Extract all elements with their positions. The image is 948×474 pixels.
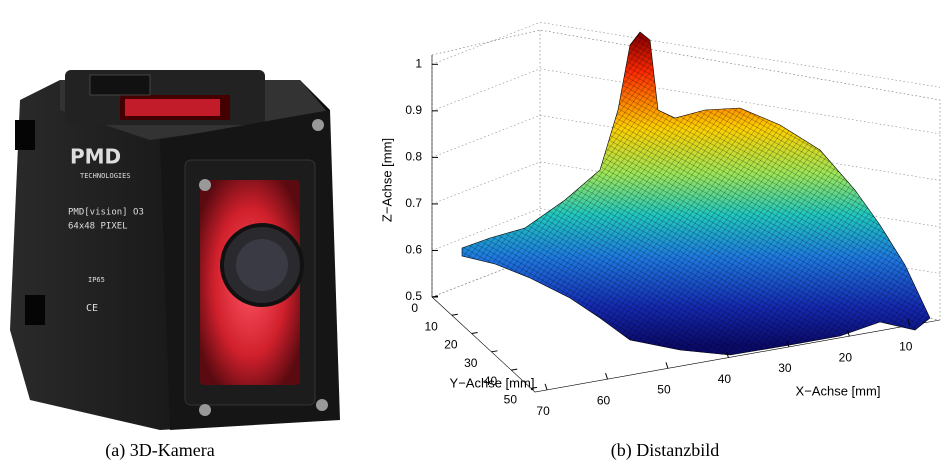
x-tick: [786, 340, 790, 348]
z-tick-label: 0.8: [405, 150, 422, 164]
y-tick-label: 0: [411, 301, 418, 315]
caption: (a) 3D-Kamera: [105, 440, 214, 461]
y-tick-label: 50: [504, 393, 518, 407]
camera-label: CE: [86, 303, 98, 314]
x-tick: [846, 329, 850, 337]
z-tick-label: 0.6: [405, 243, 422, 257]
z-tick-label: 0.7: [405, 196, 422, 210]
x-tick: [665, 362, 669, 369]
x-tick: [907, 319, 911, 326]
y-axis-label: Y−Achse [mm]: [450, 375, 535, 390]
camera-label: 64x48 PIXEL: [68, 222, 128, 232]
y-tick-label: 40: [484, 374, 498, 388]
y-tick-label: 10: [424, 319, 438, 333]
x-tick-label: 30: [778, 361, 792, 375]
axes: 0.50.60.70.80.91010203040501020304050607…: [379, 56, 912, 418]
x-tick: [605, 372, 609, 380]
z-tick-label: 1: [415, 56, 422, 70]
camera-brand-sub: TECHNOLOGIES: [80, 172, 131, 180]
x-tick-label: 20: [839, 350, 853, 364]
surface: [461, 31, 931, 356]
y-tick-label: 20: [444, 338, 458, 352]
y-tick: [471, 332, 478, 335]
y-tick-label: 30: [464, 356, 478, 370]
z-axis-label: Z−Achse [mm]: [379, 138, 394, 222]
y-tick: [491, 350, 498, 353]
x-tick: [725, 351, 729, 358]
camera-label: PMD[vision] O3: [68, 208, 144, 218]
y-tick: [451, 313, 458, 316]
z-tick-label: 0.5: [405, 289, 422, 303]
y-tick: [530, 386, 538, 389]
y-tick: [511, 368, 518, 371]
x-tick-label: 10: [899, 340, 913, 354]
x-tick: [544, 383, 548, 391]
camera-label: IP65: [88, 276, 105, 284]
z-tick-label: 0.9: [405, 103, 422, 117]
x-axis-label: X−Achse [mm]: [796, 383, 881, 398]
grid-line: [431, 21, 941, 88]
camera-brand: PMD: [70, 145, 121, 169]
plot-box: [431, 29, 941, 393]
x-tick-label: 40: [718, 372, 732, 386]
x-tick-label: 50: [657, 383, 671, 397]
x-tick-label: 70: [536, 404, 550, 418]
x-tick-label: 60: [597, 393, 611, 407]
caption: (b) Distanzbild: [611, 440, 719, 461]
camera-photo: PMD TECHNOLOGIES PMD[vision] O3 64x48 PI…: [10, 70, 340, 430]
y-tick: [431, 295, 439, 298]
